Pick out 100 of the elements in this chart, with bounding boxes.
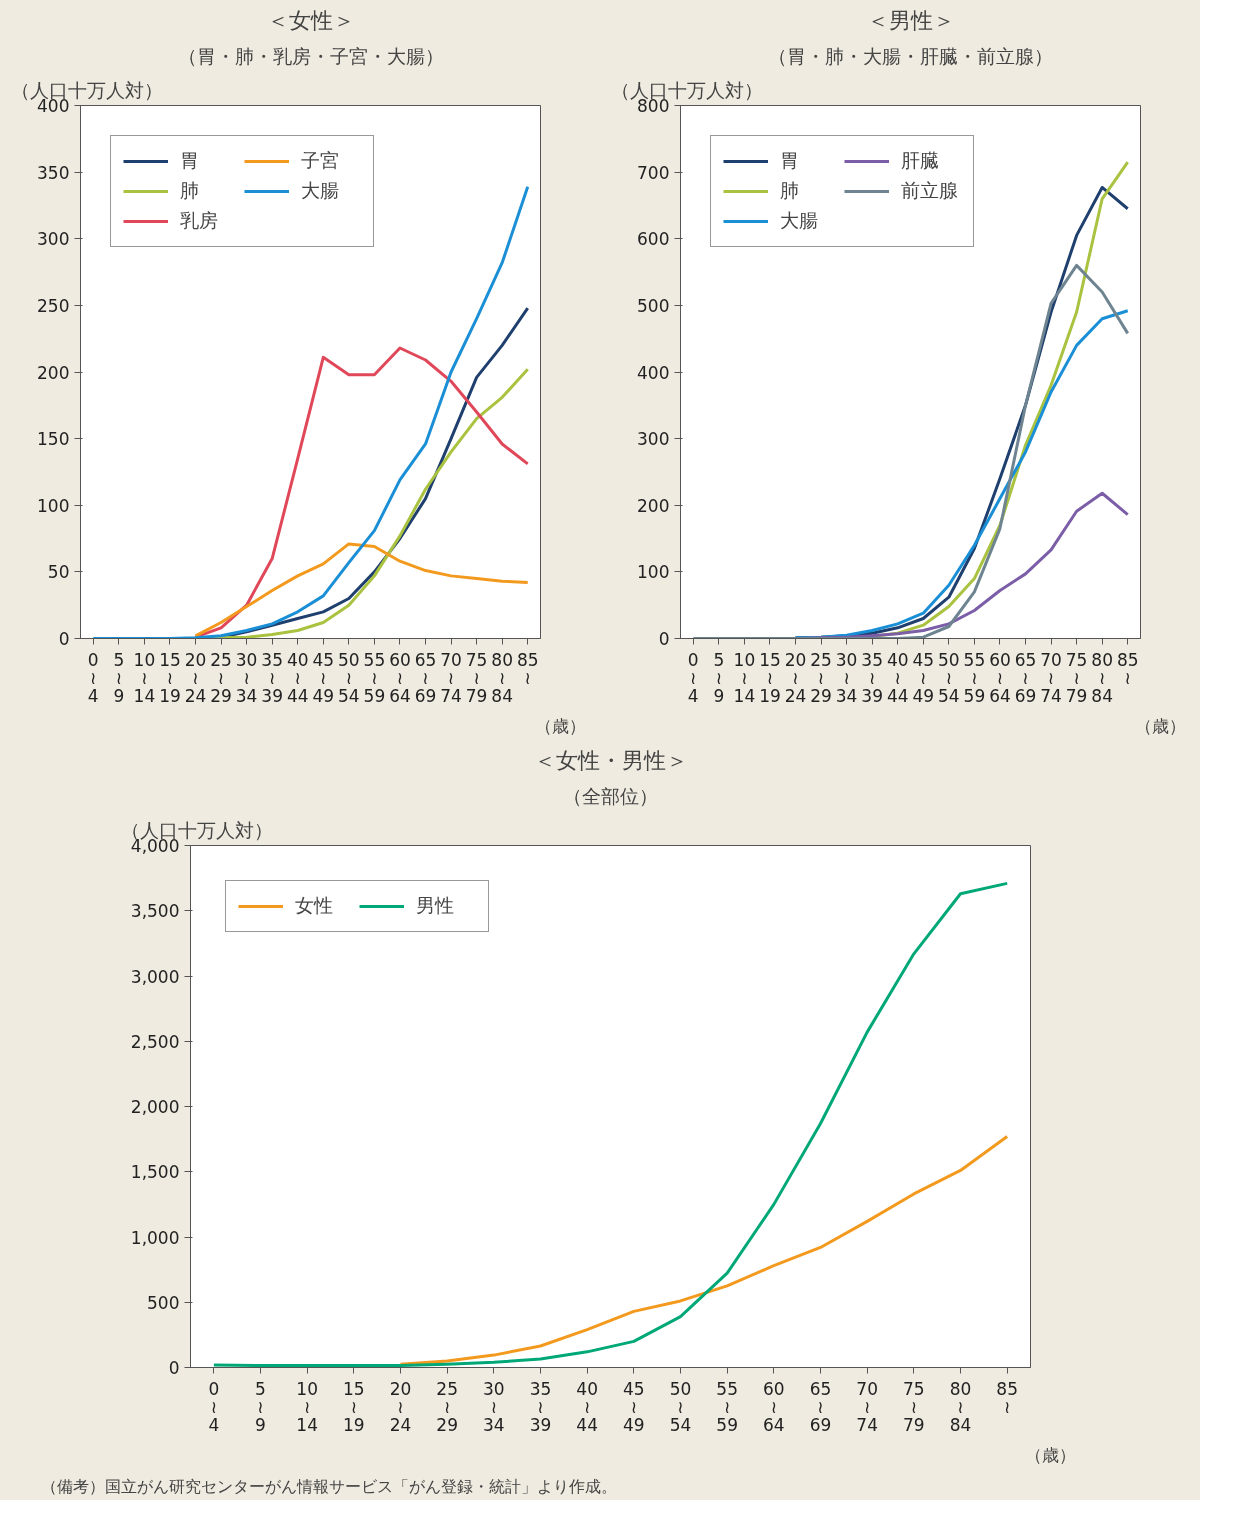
y-tick-label: 400 <box>637 362 670 383</box>
x-tick-label: 80 ≀ 84 <box>491 649 513 706</box>
y-tick-label: 2,500 <box>130 1031 180 1052</box>
chart-title: ＜女性・男性＞ <box>533 747 688 773</box>
x-tick-label: 30 ≀ 34 <box>235 649 258 706</box>
x-tick-label: 40 ≀ 44 <box>286 649 309 706</box>
x-tick-label: 85 ≀ <box>996 1378 1018 1417</box>
x-tick-label: 75 ≀ 79 <box>1065 649 1088 706</box>
x-tick-label: 35 ≀ 39 <box>529 1378 552 1435</box>
legend-label: 肺 <box>780 178 800 203</box>
y-tick-label: 100 <box>37 495 70 516</box>
x-tick-label: 5 ≀ 9 <box>713 649 725 706</box>
legend-label: 子宮 <box>301 148 340 173</box>
legend-label: 女性 <box>295 893 334 918</box>
x-tick-label: 70 ≀ 74 <box>440 649 462 706</box>
x-tick-label: 10 ≀ 14 <box>296 1378 318 1435</box>
x-tick-label: 30 ≀ 34 <box>483 1378 505 1435</box>
chart-title: ＜女性＞ <box>266 7 355 33</box>
x-tick-label: 75 ≀ 79 <box>903 1378 925 1435</box>
y-tick-label: 600 <box>637 229 670 250</box>
x-tick-label: 70 ≀ 74 <box>856 1378 878 1435</box>
legend-label: 肝臓 <box>901 148 940 173</box>
x-tick-label: 45 ≀ 49 <box>312 649 335 706</box>
y-tick-label: 0 <box>658 629 670 649</box>
legend-label: 大腸 <box>301 178 340 203</box>
y-tick-label: 700 <box>637 162 670 183</box>
x-axis-title: （歳） <box>534 715 586 736</box>
x-tick-label: 50 ≀ 54 <box>938 649 960 706</box>
x-tick-label: 55 ≀ 59 <box>363 649 386 706</box>
y-tick-label: 1,500 <box>130 1162 180 1183</box>
x-tick-label: 10 ≀ 14 <box>133 649 156 706</box>
x-tick-label: 55 ≀ 59 <box>963 649 986 706</box>
x-tick-label: 55 ≀ 59 <box>716 1378 738 1435</box>
x-tick-label: 45 ≀ 49 <box>912 649 935 706</box>
x-tick-label: 45 ≀ 49 <box>623 1378 645 1435</box>
x-tick-label: 15 ≀ 19 <box>759 649 781 706</box>
x-tick-label: 20 ≀ 24 <box>389 1378 412 1435</box>
x-tick-label: 65 ≀ 69 <box>1014 649 1037 706</box>
y-tick-label: 3,500 <box>130 901 180 922</box>
y-tick-label: 0 <box>168 1358 180 1378</box>
x-tick-label: 25 ≀ 29 <box>436 1378 458 1435</box>
legend-label: 男性 <box>416 893 455 918</box>
y-tick-label: 2,000 <box>130 1097 180 1117</box>
x-tick-label: 5 ≀ 9 <box>113 649 125 706</box>
x-tick-label: 30 ≀ 34 <box>835 649 858 706</box>
y-tick-label: 3,000 <box>130 966 180 987</box>
x-tick-label: 80 ≀ 84 <box>949 1378 972 1435</box>
y-tick-label: 250 <box>37 295 70 316</box>
y-tick-label: 350 <box>37 162 70 183</box>
x-tick-label: 40 ≀ 44 <box>886 649 909 706</box>
x-tick-label: 35 ≀ 39 <box>261 649 283 706</box>
y-tick-label: 100 <box>637 562 670 583</box>
x-tick-label: 15 ≀ 19 <box>159 649 181 706</box>
x-tick-label: 75 ≀ 79 <box>465 649 488 706</box>
legend-label: 大腸 <box>780 208 819 233</box>
y-tick-label: 150 <box>37 429 70 450</box>
x-tick-label: 85 ≀ <box>1116 649 1139 688</box>
legend-label: 胃 <box>180 148 200 173</box>
x-tick-label: 60 ≀ 64 <box>389 649 411 706</box>
x-tick-label: 20 ≀ 24 <box>784 649 807 706</box>
chart-subtitle: （全部位） <box>563 784 658 807</box>
chart-subtitle: （胃・肺・乳房・子宮・大腸） <box>177 44 444 67</box>
y-tick-label: 50 <box>47 562 70 583</box>
x-tick-label: 65 ≀ 69 <box>414 649 437 706</box>
x-tick-label: 5 ≀ 9 <box>255 1378 266 1435</box>
x-tick-label: 0 ≀ 4 <box>687 649 699 706</box>
x-tick-label: 25 ≀ 29 <box>210 649 232 706</box>
x-tick-label: 0 ≀ 4 <box>208 1378 220 1435</box>
y-tick-label: 300 <box>37 229 70 250</box>
x-tick-label: 40 ≀ 44 <box>576 1378 598 1435</box>
chart-subtitle: （胃・肺・大腸・肝臓・前立腺） <box>768 44 1053 67</box>
x-tick-label: 85 ≀ <box>516 649 539 688</box>
x-tick-label: 15 ≀ 19 <box>343 1378 365 1435</box>
x-tick-label: 10 ≀ 14 <box>733 649 756 706</box>
y-tick-label: 500 <box>637 295 670 316</box>
x-tick-label: 65 ≀ 69 <box>809 1378 832 1435</box>
y-tick-label: 1,000 <box>130 1227 180 1248</box>
y-tick-label: 200 <box>637 495 670 516</box>
legend-label: 胃 <box>780 148 800 173</box>
chart-title: ＜男性＞ <box>866 7 955 33</box>
y-tick-label: 500 <box>147 1292 180 1313</box>
x-tick-label: 25 ≀ 29 <box>810 649 832 706</box>
legend-label: 前立腺 <box>901 178 959 203</box>
x-tick-label: 50 ≀ 54 <box>669 1378 692 1435</box>
y-tick-label: 200 <box>37 362 70 383</box>
x-tick-label: 80 ≀ 84 <box>1091 649 1113 706</box>
x-tick-label: 60 ≀ 64 <box>989 649 1011 706</box>
x-tick-label: 60 ≀ 64 <box>763 1378 785 1435</box>
x-axis-title: （歳） <box>1024 1444 1076 1465</box>
text: （備考）国立がん研究センターがん情報サービス「がん登録・統計」より作成。 <box>40 1476 617 1496</box>
x-tick-label: 70 ≀ 74 <box>1040 649 1062 706</box>
x-tick-label: 0 ≀ 4 <box>87 649 99 706</box>
x-tick-label: 35 ≀ 39 <box>861 649 883 706</box>
x-tick-label: 50 ≀ 54 <box>338 649 360 706</box>
legend-label: 乳房 <box>180 208 219 233</box>
x-axis-title: （歳） <box>1134 715 1186 736</box>
y-tick-label: 300 <box>637 429 670 450</box>
x-tick-label: 20 ≀ 24 <box>184 649 207 706</box>
y-tick-label: 0 <box>58 629 70 649</box>
legend-label: 肺 <box>180 178 200 203</box>
